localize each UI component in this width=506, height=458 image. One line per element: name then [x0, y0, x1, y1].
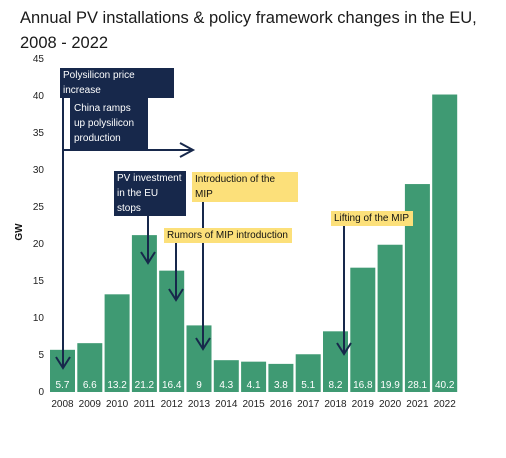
- x-tick-label: 2016: [270, 399, 293, 410]
- x-tick-label: 2009: [79, 399, 102, 410]
- bar-2020: [377, 244, 403, 392]
- annotation-introduction-of-mip: Introduction of the MIP: [192, 172, 298, 202]
- y-tick-label: 20: [33, 239, 45, 250]
- annotation-china-ramps-up: China ramps up polysilicon production: [70, 98, 148, 149]
- bar-value-label: 28.1: [408, 380, 428, 391]
- bar-value-label: 21.2: [135, 380, 155, 391]
- bar-2014: [213, 360, 239, 392]
- y-tick-label: 35: [33, 128, 45, 139]
- bar-2010: [104, 294, 130, 392]
- y-tick-label: 25: [33, 202, 45, 213]
- bar-value-label: 5.1: [301, 380, 315, 391]
- y-tick-label: 30: [33, 165, 45, 176]
- y-axis-label: GW: [14, 223, 25, 241]
- annotation-polysilicon-price-increase: Polysilicon price increase: [60, 68, 174, 98]
- x-tick-label: 2012: [161, 399, 184, 410]
- x-tick-label: 2018: [324, 399, 347, 410]
- x-tick-label: 2019: [352, 399, 375, 410]
- arrow-2008-head: [55, 356, 71, 370]
- y-tick-label: 45: [33, 54, 45, 65]
- bar-value-label: 16.8: [353, 380, 373, 391]
- annotation-rumors-of-mip: Rumors of MIP introduction: [164, 228, 292, 243]
- x-tick-label: 2011: [134, 399, 156, 410]
- y-tick-label: 5: [38, 350, 44, 361]
- y-tick-label: 40: [33, 91, 45, 102]
- x-tick-label: 2022: [434, 399, 457, 410]
- bar-value-label: 4.1: [247, 380, 261, 391]
- bar-value-label: 13.2: [107, 380, 127, 391]
- bar-value-label: 8.2: [329, 380, 343, 391]
- arrow-2011-head: [140, 251, 156, 265]
- arrow-2018-head: [336, 342, 352, 356]
- bar-2016: [268, 363, 294, 392]
- x-tick-label: 2014: [215, 399, 238, 410]
- bar-2017: [295, 354, 321, 392]
- x-tick-label: 2013: [188, 399, 211, 410]
- x-tick-label: 2017: [297, 399, 320, 410]
- bar-value-label: 6.6: [83, 380, 97, 391]
- arrow-china-head: [179, 142, 196, 158]
- arrow-2013-head: [195, 337, 211, 351]
- annotation-pv-investment-stops: PV investment in the EU stops: [114, 171, 186, 216]
- y-tick-label: 15: [33, 276, 45, 287]
- bar-2022: [432, 94, 458, 393]
- bar-2019: [350, 267, 376, 392]
- bar-value-label: 3.8: [274, 380, 288, 391]
- x-tick-label: 2015: [242, 399, 265, 410]
- bar-value-label: 40.2: [435, 380, 455, 391]
- bar-2013: [186, 325, 212, 392]
- bar-value-label: 16.4: [162, 380, 182, 391]
- bar-2011: [131, 235, 157, 392]
- bar-2009: [77, 343, 103, 392]
- bar-value-label: 19.9: [380, 380, 400, 391]
- chart-title: Annual PV installations & policy framewo…: [20, 9, 477, 52]
- bar-value-label: 5.7: [56, 380, 70, 391]
- x-tick-label: 2008: [51, 399, 74, 410]
- bar-2015: [241, 361, 267, 392]
- x-tick-label: 2010: [106, 399, 129, 410]
- annotation-lifting-of-mip: Lifting of the MIP: [331, 211, 413, 226]
- bar-value-label: 4.3: [219, 380, 233, 391]
- arrow-2012-head: [168, 288, 184, 302]
- x-tick-label: 2021: [406, 399, 429, 410]
- x-tick-label: 2020: [379, 399, 402, 410]
- y-tick-label: 10: [33, 313, 45, 324]
- bar-2012: [159, 270, 185, 392]
- bar-value-label: 9: [196, 380, 202, 391]
- y-tick-label: 0: [38, 387, 44, 398]
